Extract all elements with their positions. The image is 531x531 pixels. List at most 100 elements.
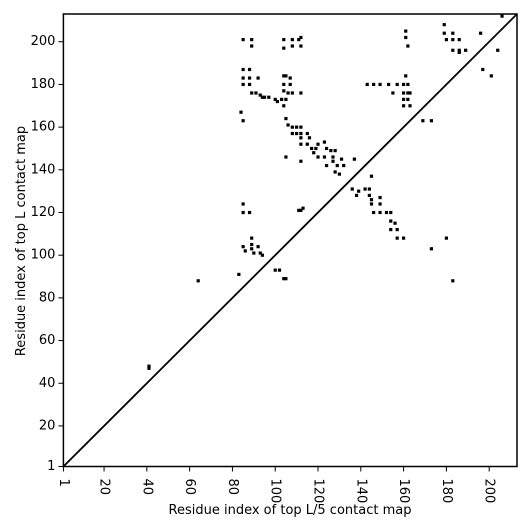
contact-point — [372, 82, 376, 87]
contact-point — [299, 125, 303, 129]
contact-point — [489, 74, 493, 78]
x-tick-label: 180 — [439, 479, 454, 504]
contact-point — [237, 272, 241, 277]
contact-point — [284, 116, 288, 121]
contact-point — [408, 91, 412, 95]
contact-point — [350, 187, 354, 191]
contact-point — [282, 89, 286, 93]
contact-point — [312, 151, 316, 155]
contact-point — [258, 251, 262, 255]
contact-point — [481, 67, 485, 72]
contact-point — [451, 48, 455, 52]
contact-point — [324, 163, 329, 168]
contact-point — [464, 48, 468, 52]
contact-point — [451, 38, 455, 42]
contact-point — [256, 76, 260, 80]
contact-point — [369, 202, 374, 206]
contact-point — [252, 251, 256, 255]
contact-point — [273, 97, 277, 101]
x-tick-label: 40 — [139, 479, 154, 496]
contact-point — [500, 14, 504, 18]
x-tick-label: 20 — [97, 479, 112, 496]
contact-point — [479, 31, 483, 35]
contact-point — [290, 131, 294, 136]
contact-point — [299, 159, 303, 163]
contact-point — [275, 99, 279, 104]
contact-point — [288, 82, 292, 87]
contact-point — [378, 202, 382, 206]
contact-point — [282, 38, 286, 42]
contact-point — [241, 82, 245, 87]
contact-point — [429, 247, 434, 251]
contact-point — [406, 82, 410, 87]
x-tick-label: 100 — [268, 479, 283, 504]
contact-point — [387, 82, 391, 87]
contact-point — [284, 277, 288, 281]
contact-point — [299, 91, 303, 95]
contact-point — [262, 95, 267, 99]
contact-point — [496, 48, 500, 52]
contact-point — [363, 187, 367, 191]
contact-point — [247, 210, 252, 215]
contact-point — [243, 249, 247, 253]
contact-point — [442, 23, 446, 27]
contact-point — [256, 245, 260, 249]
contact-point — [329, 149, 333, 153]
contact-point — [406, 44, 410, 48]
diagonal-line — [62, 13, 518, 468]
contact-point — [404, 74, 408, 78]
contact-point — [324, 146, 329, 151]
y-tick-label: 180 — [31, 77, 56, 92]
contact-point — [372, 210, 376, 215]
contact-point — [273, 268, 277, 272]
contact-point — [389, 210, 393, 215]
contact-point — [314, 146, 318, 151]
contact-point — [402, 104, 406, 108]
contact-point — [297, 38, 301, 42]
contact-point — [297, 208, 301, 212]
y-axis-label: Residue index of top L contact map — [14, 126, 29, 356]
y-tick-label: 200 — [31, 34, 56, 49]
contact-point — [254, 91, 258, 95]
x-tick-label: 200 — [482, 479, 497, 504]
contact-point — [260, 253, 264, 257]
contact-point — [395, 227, 399, 232]
contact-point — [357, 189, 361, 193]
contact-point — [404, 29, 408, 33]
contact-point — [282, 277, 286, 281]
contact-point — [331, 159, 335, 163]
contact-point — [290, 44, 294, 48]
contact-point — [250, 38, 254, 42]
y-tick-label: 100 — [31, 248, 56, 263]
contact-point — [299, 208, 303, 212]
contact-point — [241, 76, 245, 80]
contact-point — [404, 35, 408, 40]
contact-point — [250, 242, 254, 247]
contact-point — [260, 95, 264, 99]
contact-point — [250, 236, 254, 240]
contact-point — [267, 95, 271, 99]
contact-point — [442, 31, 446, 35]
contact-point — [299, 142, 303, 146]
contact-point — [295, 125, 299, 129]
x-tick-label: 60 — [182, 479, 197, 496]
contact-point — [299, 35, 303, 40]
contact-point — [288, 76, 292, 80]
contact-point — [316, 155, 320, 159]
y-tick-label: 1 — [47, 459, 55, 474]
y-tick-label: 80 — [39, 290, 56, 305]
contact-point — [295, 131, 299, 136]
y-tick-label: 120 — [31, 205, 56, 220]
contact-point — [290, 38, 294, 42]
contact-point — [395, 82, 399, 87]
contact-point — [322, 155, 327, 159]
contact-point — [241, 38, 245, 42]
contact-point — [247, 82, 252, 87]
contact-point — [286, 91, 290, 95]
contact-point — [367, 187, 371, 191]
contact-point — [299, 131, 303, 136]
contact-point — [393, 221, 397, 225]
contact-point — [395, 236, 399, 240]
contact-point — [247, 76, 252, 80]
